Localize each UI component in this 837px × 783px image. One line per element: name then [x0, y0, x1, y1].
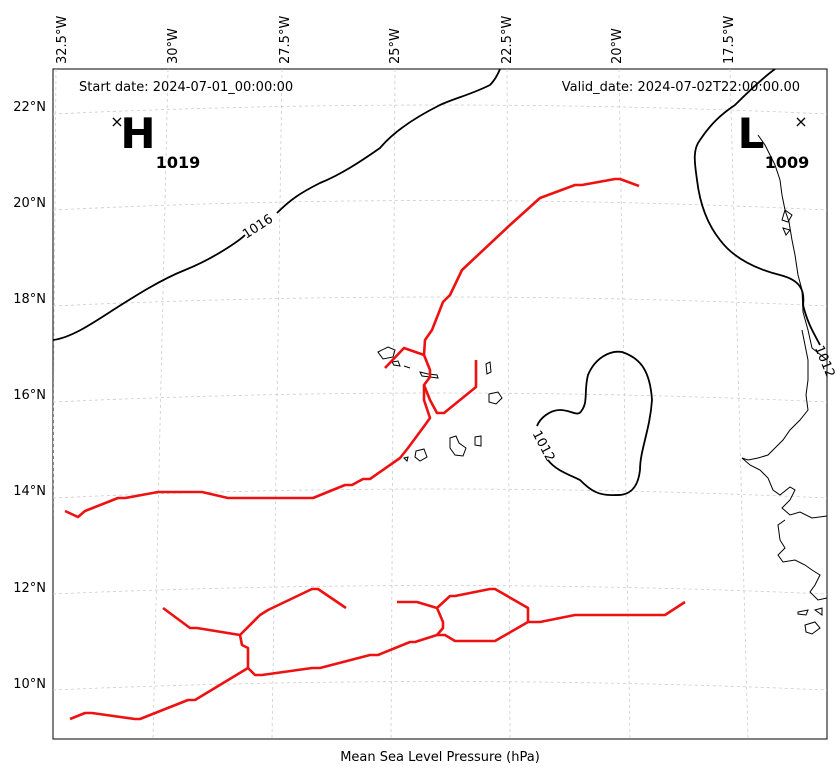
- coastal-island: [781, 209, 793, 223]
- cape-verde-island-maio: [474, 435, 482, 447]
- isobar-1012-east-line: [693, 69, 821, 346]
- cape-verde-island-sal: [485, 361, 492, 375]
- parallel-line: [53, 200, 827, 211]
- lon-label-27.5W: 27.5°W: [278, 16, 293, 64]
- fronts: [64, 177, 686, 721]
- map-frame: [52, 68, 828, 740]
- lat-label-10N: 10°N: [13, 677, 46, 692]
- lon-label-30W: 30°W: [166, 28, 181, 64]
- parallel-line: [53, 681, 827, 691]
- cape-verde-island-santiago: [449, 435, 467, 457]
- lat-label-14N: 14°N: [13, 484, 46, 499]
- africa-coastline: [741, 134, 827, 601]
- start-date-label: Start date: 2024-07-01_00:00:00: [79, 80, 293, 95]
- graticule: [53, 69, 827, 739]
- isobars: [53, 69, 821, 496]
- cape-verde-island-sao-vicente: [391, 360, 401, 367]
- isobar-1016-line: [53, 69, 501, 341]
- lat-label-18N: 18°N: [13, 292, 46, 307]
- lat-label-20N: 20°N: [13, 196, 46, 211]
- trough-line-branch: [384, 346, 478, 415]
- trough-line-south: [162, 600, 686, 677]
- high-pressure-value: 1019: [156, 153, 201, 172]
- map-caption: Mean Sea Level Pressure (hPa): [340, 750, 540, 765]
- cape-verde-island-sao-nicolau: [403, 365, 439, 379]
- parallel-line: [53, 296, 827, 307]
- isobar-1012-closed-line: [536, 350, 653, 496]
- lat-label-12N: 12°N: [13, 581, 46, 596]
- meridian-line: [152, 69, 169, 739]
- lon-label-17.5W: 17.5°W: [722, 16, 737, 64]
- parallel-line: [53, 104, 827, 115]
- trough-line-south-loop: [239, 587, 530, 636]
- low-center-marker-icon: ×: [794, 112, 807, 131]
- coastal-island: [797, 609, 809, 616]
- low-pressure-value: 1009: [765, 153, 810, 172]
- high-pressure-center: × H 1019: [110, 109, 200, 172]
- coastal-island: [782, 227, 791, 236]
- high-pressure-letter: H: [120, 109, 155, 158]
- valid-date-label: Valid_date: 2024-07-02T22:00:00.00: [562, 80, 800, 95]
- lon-label-20W: 20°W: [610, 28, 625, 64]
- trough-line-north: [64, 177, 640, 519]
- cape-verde-island-santo-antao: [377, 346, 396, 360]
- parallel-line: [53, 488, 827, 499]
- coastal-island: [813, 607, 823, 616]
- meridian-line: [618, 69, 631, 739]
- high-center-marker-icon: ×: [110, 112, 123, 131]
- meridian-line: [506, 69, 511, 739]
- lat-label-22N: 22°N: [13, 100, 46, 115]
- low-pressure-letter: L: [738, 109, 765, 158]
- cape-verde-island-boa-vista: [488, 391, 503, 405]
- lon-label-22.5W: 22.5°W: [500, 16, 515, 64]
- parallel-line: [53, 392, 827, 403]
- parallel-line: [53, 585, 827, 595]
- lon-label-25W: 25°W: [388, 28, 403, 64]
- trough-line-southwest: [69, 666, 249, 721]
- cape-verde-island-fogo: [414, 448, 428, 462]
- cape-verde-island-brava: [403, 456, 409, 462]
- coastal-island: [804, 621, 821, 635]
- low-pressure-center: × L 1009: [738, 109, 810, 172]
- meridian-line: [390, 69, 396, 739]
- lat-label-16N: 16°N: [13, 388, 46, 403]
- meridian-line: [271, 69, 283, 739]
- coastlines: [377, 134, 827, 635]
- meridian-line: [729, 69, 749, 739]
- lon-label-32.5W: 32.5°W: [55, 16, 70, 64]
